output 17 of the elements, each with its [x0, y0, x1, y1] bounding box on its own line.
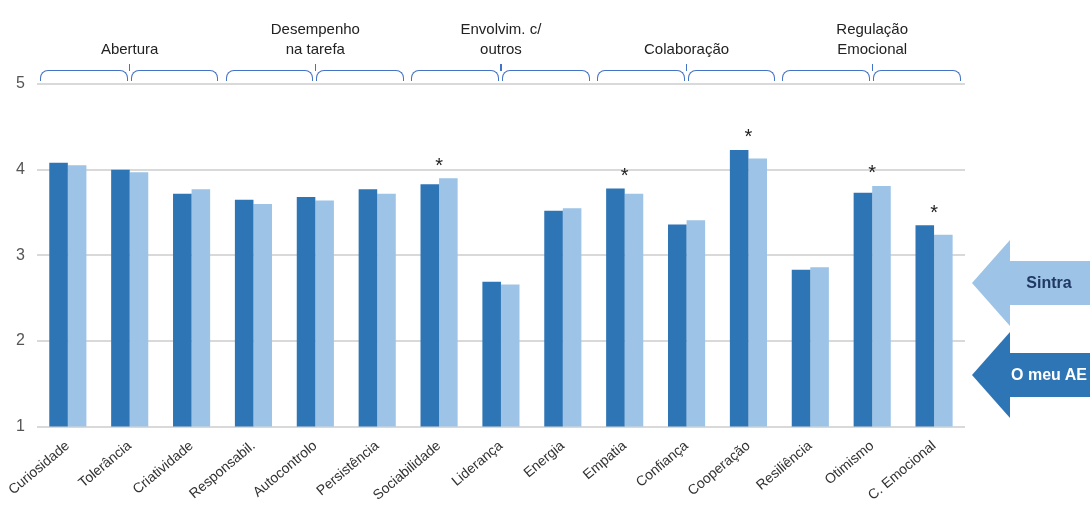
text: Envolvim. c/ outros: [459, 19, 543, 59]
text: O meu AE: [1008, 353, 1090, 397]
annotation: *: [744, 125, 753, 148]
text: Desempenho na tarefa: [269, 19, 361, 59]
y-tick-label: 4: [15, 160, 25, 178]
y-tick-label: 3: [15, 245, 25, 263]
y-tick-label: 2: [15, 331, 25, 349]
text: Abertura: [99, 39, 160, 59]
text: Regulação Emocional: [835, 19, 910, 59]
text: Sintra: [1008, 261, 1090, 305]
y-tick-label: 5: [15, 74, 25, 92]
annotation: *: [620, 164, 629, 187]
annotation: *: [930, 200, 939, 223]
y-tick-label: 1: [15, 417, 25, 434]
annotation: *: [435, 153, 444, 176]
text: Colaboração: [643, 39, 731, 59]
annotation: *: [868, 161, 877, 184]
